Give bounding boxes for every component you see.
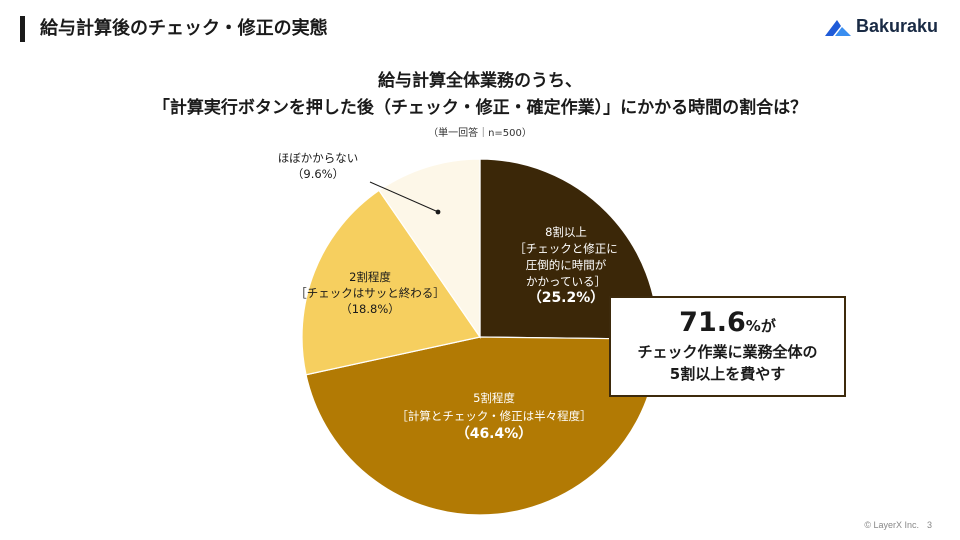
question-line-1: 給与計算全体業務のうち、 [378, 71, 582, 91]
callout-line-3: 5割以上を費やす [669, 365, 786, 383]
page-title: 給与計算後のチェック・修正の実態 [40, 18, 328, 39]
title-accent-bar [20, 16, 25, 42]
leader-line [369, 181, 437, 212]
question-line-2: 「計算実行ボタンを押した後（チェック・修正・確定作業）」にかかる時間の割合は？ [152, 98, 808, 118]
slice-label-s0-line-2: 圧倒的に時間が [526, 258, 607, 272]
slice-label-s3-line-0: ほぼかからない [278, 151, 359, 165]
callout-percent: 71.6 [679, 307, 746, 338]
leader-dot [435, 209, 441, 215]
slice-label-s0-line-0: 8割以上 [545, 225, 587, 239]
slice-label-s1-line-1: ［計算とチェック・修正は半々程度］ [396, 409, 591, 423]
slice-label-s2-line-2: （18.8%） [340, 302, 400, 316]
brand-logo: Bakuraku [824, 16, 938, 37]
sample-note: （単一回答｜n=500） [428, 128, 532, 139]
slice-label-s0-line-4: （25.2%） [528, 290, 605, 306]
slice-label-s3-line-1: （9.6%） [292, 167, 344, 181]
chart-question: 給与計算全体業務のうち、 「計算実行ボタンを押した後（チェック・修正・確定作業）… [0, 68, 960, 122]
logo-text: Bakuraku [855, 16, 938, 36]
slice-label-s1-line-2: （46.4%） [456, 426, 533, 442]
copyright: © LayerX Inc. [864, 520, 919, 530]
callout-line-2: チェック作業に業務全体の [637, 343, 818, 361]
bakuraku-logo-icon [824, 19, 851, 36]
pie-slice-3 [378, 158, 481, 339]
slice-label-s2-line-0: 2割程度 [349, 270, 391, 284]
callout-percent-suffix: %が [745, 317, 776, 335]
slice-label-s0-line-3: かかっている］ [526, 275, 606, 289]
highlight-callout: 71.6%が チェック作業に業務全体の 5割以上を費やす [609, 296, 846, 397]
slice-label-s2-line-1: ［チェックはサッと終わる］ [295, 286, 445, 300]
page-number: 3 [926, 520, 932, 530]
slice-label-s1-line-0: 5割程度 [473, 391, 515, 405]
slice-label-s0-line-1: ［チェックと修正に [514, 242, 618, 256]
pie-slice-2 [301, 189, 482, 376]
pie-slice-1 [305, 336, 659, 516]
footer: © LayerX Inc. 3 [856, 520, 932, 530]
